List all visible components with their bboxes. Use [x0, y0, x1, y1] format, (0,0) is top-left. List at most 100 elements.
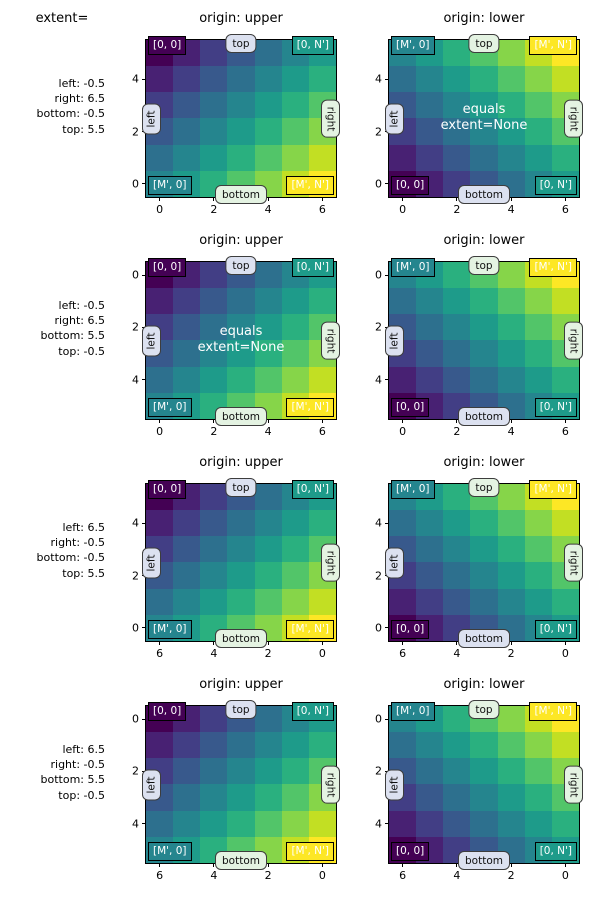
x-tick-label: 2 [264, 647, 272, 660]
y-tick-mark [385, 718, 389, 720]
heatmap-cell [200, 262, 228, 289]
heatmap-cell [281, 92, 309, 119]
heatmap-cell [416, 144, 444, 171]
heatmap-cell [281, 340, 309, 367]
heatmap-cell [281, 536, 309, 563]
heatmap-cell [524, 784, 552, 811]
corner-label-bl: [0, 0] [391, 842, 430, 861]
x-tick-mark [510, 419, 512, 423]
heatmap-cell [227, 758, 255, 785]
x-tick-label: 6 [318, 203, 326, 216]
y-tick-mark [385, 522, 389, 524]
heatmap-cell [227, 144, 255, 171]
heatmap-cell [281, 758, 309, 785]
y-tick-mark [142, 522, 146, 524]
heatmap-cell [443, 732, 471, 759]
x-tick-label: 2 [507, 647, 515, 660]
heatmap-cell [254, 706, 282, 733]
corner-label-bl: [M', 0] [148, 398, 192, 417]
heatmap-cell [524, 118, 552, 145]
corner-label-br: [M', N'] [286, 398, 334, 417]
subplot-title: origin: upper [199, 677, 283, 692]
heatmap-cell [416, 784, 444, 811]
heatmap-cell [524, 314, 552, 341]
x-tick-label: 0 [399, 203, 407, 216]
edge-label-right: right [321, 543, 340, 582]
x-tick-label: 0 [156, 203, 164, 216]
x-tick-mark [321, 863, 323, 867]
x-tick-label: 0 [156, 425, 164, 438]
heatmap-cell [281, 510, 309, 537]
heatmap-cell [254, 314, 282, 341]
heatmap-cell [146, 510, 174, 537]
x-tick-mark [159, 863, 161, 867]
heatmap-cell [497, 144, 525, 171]
edge-label-bottom: bottom [458, 407, 510, 426]
heatmap-cell [524, 366, 552, 393]
y-tick-mark [385, 823, 389, 825]
heatmap-cell [470, 810, 498, 837]
subplot-title: origin: upper [199, 11, 283, 26]
y-tick-mark [142, 627, 146, 629]
heatmap-cell [173, 118, 201, 145]
y-tick-label: 0 [375, 712, 382, 726]
heatmap-cell [470, 92, 498, 119]
x-tick-mark [321, 641, 323, 645]
heatmap-cell [173, 288, 201, 315]
heatmap-cell [497, 118, 525, 145]
x-tick-label: 6 [561, 425, 569, 438]
extent-none-note: equals extent=None [197, 323, 285, 356]
subplot-title: origin: lower [443, 455, 525, 470]
heatmap-cell [497, 758, 525, 785]
heatmap-cell [173, 66, 201, 93]
heatmap-cell [254, 66, 282, 93]
y-tick-label: 2 [375, 320, 382, 334]
subplot-title: origin: upper [199, 455, 283, 470]
heatmap-cell [443, 314, 471, 341]
x-tick-mark [159, 419, 161, 423]
x-tick-mark [402, 863, 404, 867]
x-tick-label: 0 [318, 647, 326, 660]
heatmap-cell [227, 588, 255, 615]
heatmap-cell [443, 366, 471, 393]
edge-label-top: top [468, 256, 500, 275]
x-tick-mark [159, 641, 161, 645]
heatmap-cell [470, 66, 498, 93]
corner-label-tr: [M', N'] [529, 702, 577, 721]
subplot-title: origin: lower [443, 11, 525, 26]
y-tick-mark [385, 78, 389, 80]
x-tick-mark [564, 419, 566, 423]
heatmap-cell [443, 562, 471, 589]
heatmap-cell [524, 758, 552, 785]
subplot-title: origin: lower [443, 677, 525, 692]
y-tick-label: 0 [375, 177, 382, 191]
corner-label-br: [0, N'] [534, 842, 577, 861]
heatmap-cell [200, 366, 228, 393]
edge-label-bottom: bottom [215, 629, 267, 648]
heatmap-cell [308, 366, 336, 393]
heatmap-cell [443, 588, 471, 615]
heatmap-cell [281, 66, 309, 93]
heatmap-cell [497, 810, 525, 837]
heatmap-cell [227, 536, 255, 563]
heatmap-cell [227, 118, 255, 145]
subplot-title: origin: lower [443, 233, 525, 248]
y-tick-mark [142, 718, 146, 720]
heatmap-cell [281, 562, 309, 589]
heatmap-cell [443, 262, 471, 289]
heatmap-cell [551, 144, 579, 171]
corner-label-tl: [M', 0] [391, 702, 435, 721]
heatmap-cell [254, 784, 282, 811]
y-tick-label: 0 [132, 268, 139, 282]
x-tick-mark [456, 641, 458, 645]
heatmap-cell [524, 732, 552, 759]
corner-label-bl: [M', 0] [148, 620, 192, 639]
subplot-row4-upper: origin: upper 0 2 4 6 0 2 4 [0, 0] [0, N'] [M', 0]… [132, 677, 340, 882]
heatmap-cell [389, 66, 417, 93]
heatmap-cell [470, 784, 498, 811]
heatmap-image [145, 483, 337, 642]
x-tick-label: 0 [318, 869, 326, 882]
x-tick-label: 4 [264, 425, 272, 438]
heatmap-cell [173, 732, 201, 759]
